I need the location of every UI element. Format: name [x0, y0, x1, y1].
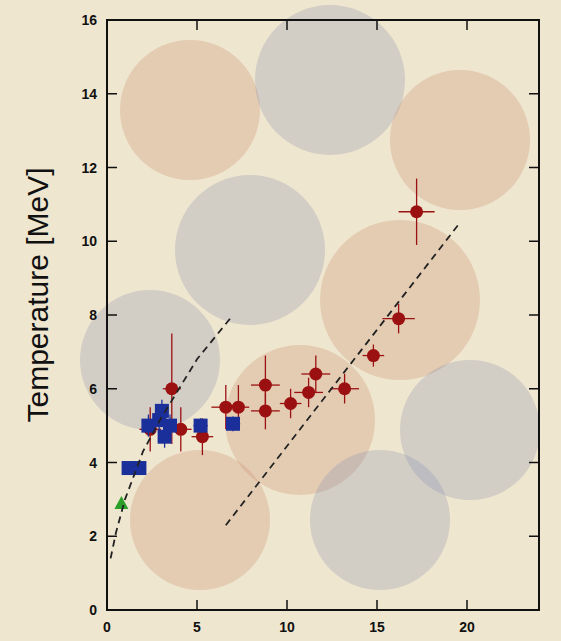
- plot-area: [111, 179, 460, 559]
- x-tick-label: 20: [459, 619, 475, 635]
- y-tick: [529, 609, 539, 611]
- x-tick-label: 10: [279, 619, 295, 635]
- x-tick: [466, 20, 468, 30]
- y-tick-label: 6: [89, 381, 97, 397]
- data-point: [194, 419, 208, 433]
- y-tick: [107, 388, 117, 390]
- y-tick-label: 16: [81, 12, 97, 28]
- x-tick-label: 15: [369, 619, 385, 635]
- data-point: [155, 404, 169, 418]
- y-tick-label: 8: [89, 307, 97, 323]
- data-point: [284, 397, 297, 410]
- y-tick: [107, 241, 117, 243]
- y-tick-label: 12: [81, 160, 97, 176]
- background-blob: [120, 40, 260, 180]
- y-tick-label: 2: [89, 528, 97, 544]
- background-blob: [130, 450, 270, 590]
- y-tick: [529, 536, 539, 538]
- background: [0, 0, 561, 641]
- x-tick: [106, 600, 108, 610]
- x-tick-label: 0: [103, 619, 111, 635]
- data-point: [309, 368, 322, 381]
- x-tick: [286, 20, 288, 30]
- data-point: [259, 404, 272, 417]
- x-tick: [106, 20, 108, 30]
- trend-line: [226, 223, 460, 525]
- background-blob: [320, 220, 480, 380]
- y-tick: [107, 462, 117, 464]
- x-tick: [196, 600, 198, 610]
- y-tick: [529, 93, 539, 95]
- data-point: [232, 401, 245, 414]
- y-tick-label: 4: [89, 455, 97, 471]
- y-tick: [107, 93, 117, 95]
- y-tick: [107, 609, 117, 611]
- y-tick: [107, 167, 117, 169]
- y-tick: [529, 388, 539, 390]
- x-tick-label: 5: [193, 619, 201, 635]
- data-point: [302, 386, 315, 399]
- data-point: [163, 419, 177, 433]
- y-tick: [107, 314, 117, 316]
- data-point: [338, 382, 351, 395]
- x-tick: [466, 600, 468, 610]
- data-point: [259, 379, 272, 392]
- data-point: [226, 417, 240, 431]
- y-tick: [529, 314, 539, 316]
- x-tick: [376, 600, 378, 610]
- y-tick-label: 14: [81, 86, 97, 102]
- data-point: [410, 205, 423, 218]
- y-tick: [107, 19, 117, 21]
- chart: 0 5 10 15 20 0 2 4 6 8 10 12 14 16 Temperature [MeV]: [0, 0, 561, 641]
- y-tick: [529, 462, 539, 464]
- y-tick-label: 0: [89, 602, 97, 618]
- background-blob: [390, 70, 530, 210]
- y-tick-label: 10: [81, 233, 97, 249]
- trend-line: [111, 315, 233, 558]
- data-point: [392, 312, 405, 325]
- data-point: [367, 349, 380, 362]
- x-tick: [286, 600, 288, 610]
- plot-frame: [107, 20, 539, 610]
- y-axis-title: Temperature [MeV]: [21, 167, 54, 422]
- x-tick: [196, 20, 198, 30]
- y-tick: [529, 19, 539, 21]
- background-blob: [255, 5, 405, 155]
- x-tick: [376, 20, 378, 30]
- y-tick: [529, 241, 539, 243]
- background-blob: [310, 450, 450, 590]
- y-tick: [529, 167, 539, 169]
- background-blob: [175, 175, 325, 325]
- data-point: [165, 382, 178, 395]
- y-tick: [107, 536, 117, 538]
